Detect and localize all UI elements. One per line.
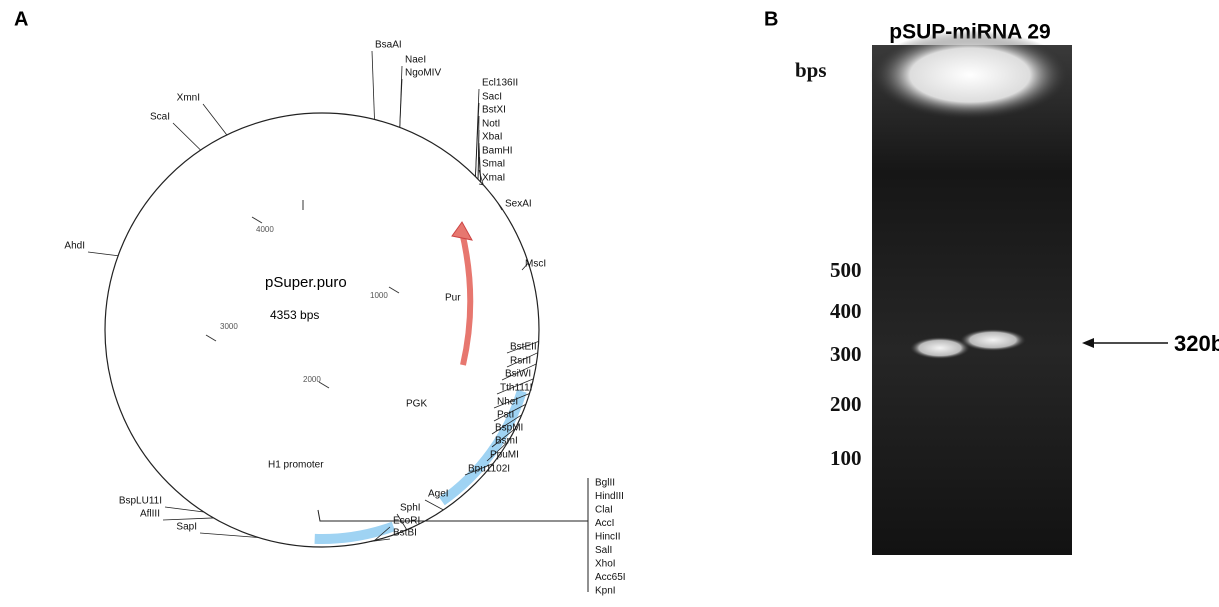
band-arrow-head bbox=[1082, 338, 1094, 348]
site-label: BsaAI bbox=[375, 40, 402, 51]
site-label: SacI bbox=[482, 92, 502, 103]
site-label: NgoMIV bbox=[405, 68, 441, 79]
site-label: Tth111I bbox=[500, 383, 532, 394]
site-tick bbox=[478, 130, 479, 179]
site-label: XmnI bbox=[177, 93, 200, 104]
scale-mark: 3000 bbox=[220, 322, 238, 331]
plasmid-size: 4353 bps bbox=[270, 308, 319, 322]
scale-tick bbox=[319, 382, 329, 388]
site-label: AgeI bbox=[428, 489, 449, 500]
site-tick bbox=[425, 500, 443, 510]
site-label: AhdI bbox=[64, 241, 85, 252]
site-label: RsrII bbox=[510, 356, 531, 367]
mcs-label: XhoI bbox=[595, 559, 616, 570]
mcs-label: HincII bbox=[595, 532, 621, 543]
site-label: PpuMI bbox=[490, 450, 519, 461]
site-tick bbox=[203, 104, 227, 135]
site-label: NaeI bbox=[405, 55, 426, 66]
scale-mark: 1000 bbox=[370, 291, 388, 300]
band-label: 320bp bbox=[1174, 331, 1219, 356]
site-tick bbox=[372, 51, 374, 119]
site-label: Ecl136II bbox=[482, 78, 518, 89]
ladder-label: 400 bbox=[830, 299, 862, 323]
site-label: AflIII bbox=[140, 509, 160, 520]
site-label: XbaI bbox=[482, 132, 503, 143]
feature-label: H1 promoter bbox=[268, 460, 324, 471]
site-label: BsiWI bbox=[505, 369, 531, 380]
mcs-label: SalI bbox=[595, 545, 612, 556]
plasmid-name: pSuper.puro bbox=[265, 274, 347, 291]
gel-unit: bps bbox=[795, 58, 827, 82]
plasmid-circle bbox=[105, 113, 539, 547]
scale-tick bbox=[206, 335, 216, 341]
mcs-label: ClaI bbox=[595, 505, 613, 516]
ladder-label: 100 bbox=[830, 446, 862, 470]
site-label: SphI bbox=[400, 503, 421, 514]
site-label: BspMI bbox=[495, 423, 523, 434]
site-tick bbox=[173, 123, 201, 150]
site-label: BstBI bbox=[393, 528, 417, 539]
figure: A pSuper.puro 4353 bps B pSUP-miRNA 29 b… bbox=[0, 0, 1219, 607]
mcs-label: BglII bbox=[595, 478, 615, 489]
scale-tick bbox=[389, 287, 399, 293]
site-label: SapI bbox=[176, 522, 197, 533]
site-label: EcoRI bbox=[393, 516, 420, 527]
mcs-label: AccI bbox=[595, 518, 614, 529]
panel-label: A bbox=[14, 8, 28, 30]
mcs-label: HindIII bbox=[595, 491, 624, 502]
site-tick bbox=[163, 518, 214, 520]
site-label: SmaI bbox=[482, 159, 505, 170]
gel-band bbox=[960, 329, 1026, 351]
feature-label: Pur bbox=[445, 293, 461, 304]
scale-tick bbox=[252, 217, 262, 223]
site-label: ScaI bbox=[150, 112, 170, 123]
site-label: BspLU11I bbox=[119, 496, 162, 507]
site-label: BstXI bbox=[482, 105, 506, 116]
mcs-label: KpnI bbox=[595, 586, 616, 597]
panel-label: B bbox=[764, 8, 778, 30]
feature-label: PGK bbox=[406, 399, 427, 410]
site-label: NheI bbox=[497, 397, 518, 408]
mcs-label: Acc65I bbox=[595, 572, 626, 583]
ladder-label: 500 bbox=[830, 258, 862, 282]
site-label: NotI bbox=[482, 119, 500, 130]
scale-mark: 2000 bbox=[303, 375, 321, 384]
gel bbox=[872, 45, 1072, 555]
scale-mark: 4000 bbox=[256, 225, 274, 234]
site-label: BsmI bbox=[495, 436, 518, 447]
ladder-label: 200 bbox=[830, 392, 862, 416]
site-tick bbox=[88, 252, 118, 256]
site-label: Bpu1102I bbox=[468, 464, 510, 475]
site-label: BstEII bbox=[510, 342, 537, 353]
mcs-line bbox=[318, 510, 588, 521]
site-label: PstI bbox=[497, 410, 514, 421]
ladder-label: 300 bbox=[830, 342, 862, 366]
site-label: BamHI bbox=[482, 146, 513, 157]
pur-arrow-head bbox=[452, 222, 472, 240]
site-tick bbox=[498, 202, 502, 210]
site-label: MscI bbox=[525, 259, 546, 270]
site-label: XmaI bbox=[482, 173, 505, 184]
h1-feature bbox=[315, 526, 394, 539]
pur-arrow bbox=[462, 232, 470, 365]
site-label: SexAI bbox=[505, 199, 532, 210]
gel-well-glow bbox=[870, 30, 1070, 120]
